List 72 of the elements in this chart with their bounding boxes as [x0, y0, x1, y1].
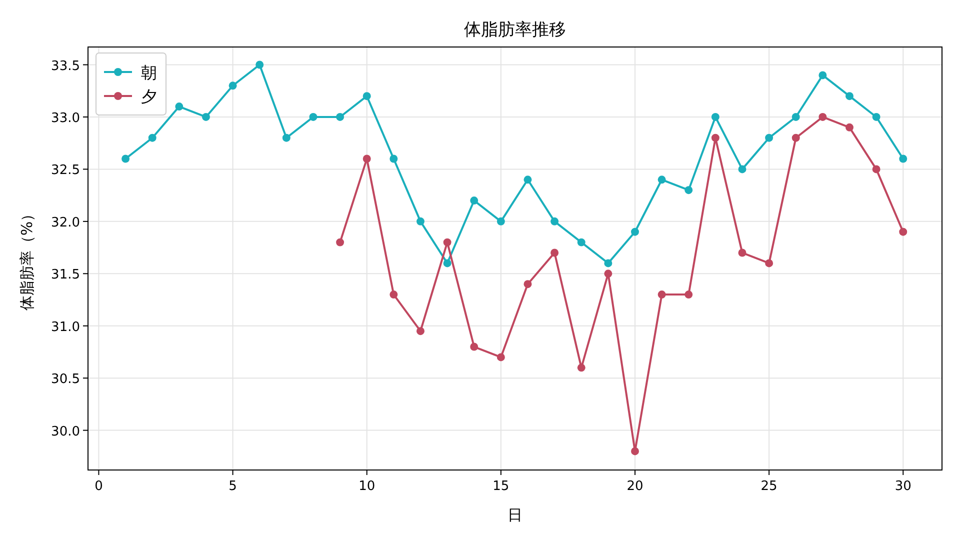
point: [711, 134, 720, 142]
point: [309, 112, 318, 121]
point: [631, 228, 639, 236]
point: [496, 353, 505, 362]
y-tick-label: 30.0: [51, 424, 80, 440]
legend-label: 夕: [141, 87, 157, 106]
point: [818, 71, 827, 80]
y-tick-label: 31.0: [51, 320, 80, 335]
point: [872, 165, 880, 174]
point: [899, 154, 908, 163]
point: [470, 342, 478, 351]
point: [846, 92, 854, 100]
point: [577, 364, 586, 372]
point: [711, 112, 720, 121]
point: [390, 290, 398, 299]
x-tick-label: 15: [492, 479, 510, 494]
x-tick-label: 20: [626, 479, 644, 494]
point: [738, 248, 746, 257]
point: [658, 290, 666, 299]
point: [577, 238, 586, 246]
point: [470, 196, 478, 205]
point: [658, 176, 666, 184]
point: [362, 92, 371, 100]
x-axis-title: 日: [508, 506, 522, 524]
point: [175, 102, 184, 111]
point: [792, 134, 800, 142]
point: [684, 186, 693, 194]
y-tick-label: 33.5: [51, 58, 80, 74]
point: [496, 217, 505, 226]
point: [818, 112, 827, 121]
point: [282, 134, 290, 142]
x-tick-label: 5: [228, 479, 237, 494]
x-tick-label: 30: [894, 479, 912, 494]
point: [416, 217, 424, 226]
point: [148, 134, 156, 142]
x-tick-label: 25: [760, 479, 778, 494]
point: [684, 290, 693, 299]
point: [416, 327, 424, 336]
point: [336, 112, 344, 121]
legend-label: 朝: [141, 63, 157, 82]
y-tick-label: 30.5: [51, 372, 80, 388]
point: [336, 238, 344, 246]
point: [443, 238, 452, 246]
point: [765, 134, 774, 142]
point: [792, 112, 800, 121]
point: [443, 259, 452, 268]
point: [524, 176, 532, 184]
point: [256, 60, 264, 69]
point: [362, 154, 371, 163]
point: [122, 154, 130, 163]
point: [228, 82, 237, 90]
point: [765, 259, 774, 268]
y-axis-title: 体脂肪率（%）: [18, 206, 36, 311]
chart-title: 体脂肪率推移: [464, 20, 566, 40]
point: [846, 123, 854, 132]
x-tick-label: 10: [358, 479, 376, 494]
point: [899, 228, 908, 236]
point: [550, 217, 559, 226]
point: [604, 270, 612, 278]
y-tick-label: 31.5: [51, 268, 80, 283]
point: [631, 447, 639, 456]
point: [202, 112, 210, 121]
y-tick-label: 33.0: [51, 110, 80, 126]
point: [738, 165, 746, 174]
point: [604, 259, 612, 268]
y-tick-label: 32.0: [51, 215, 80, 230]
point: [524, 280, 532, 288]
point: [550, 248, 559, 257]
point: [390, 154, 398, 163]
x-tick-label: 0: [94, 479, 103, 494]
point: [872, 112, 880, 121]
y-tick-label: 32.5: [51, 163, 80, 178]
